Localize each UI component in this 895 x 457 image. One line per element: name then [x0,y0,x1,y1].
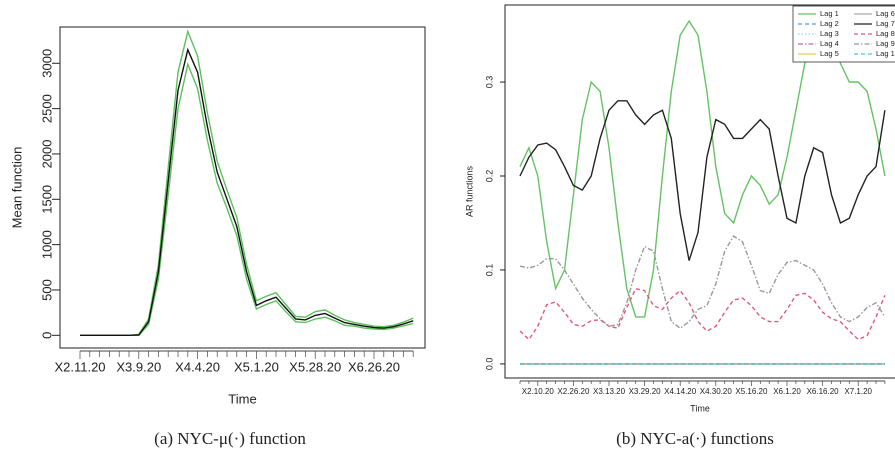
legend-label: Lag 4 [820,39,839,48]
legend-label: Lag 3 [820,29,839,38]
y-tick-label: 500 [39,279,54,301]
y-tick-label: 0.0 [484,358,494,371]
y-tick-label: 1000 [39,230,54,259]
x-tick-label: X5.16.20 [735,387,768,396]
series-line [519,287,886,341]
x-tick-label: X4.4.20 [175,359,220,374]
legend-label: Lag 1 [820,9,839,18]
x-tick-label: X2.10.20 [522,387,555,396]
x-tick-label: X6.1.20 [773,387,801,396]
x-tick-label: X3.9.20 [116,359,161,374]
series-line [80,47,414,336]
series-line [519,100,886,261]
series-line [519,235,886,330]
legend-label: Lag 8 [876,29,895,38]
y-tick-label: 0 [39,332,54,339]
x-axis-title: Time [690,403,710,413]
x-tick-label: X3.13.20 [593,387,626,396]
y-tick-label: 0.2 [484,170,494,183]
x-tick-label: X7.1.20 [844,387,872,396]
x-tick-label: X2.26.20 [557,387,590,396]
series-line [519,19,886,318]
legend-label: Lag 7 [876,19,895,28]
caption: (b) NYC-a(·) functions [616,429,774,448]
legend-label: Lag 9 [876,39,895,48]
x-tick-label: X3.29.20 [629,387,662,396]
x-tick-label: X6.16.20 [807,387,840,396]
legend-label: Lag 2 [820,19,839,28]
x-tick-label: X4.30.20 [700,387,733,396]
x-tick-label: X6.26.20 [348,359,400,374]
x-tick-label: X2.11.20 [54,359,105,374]
legend-label: Lag 10 [876,49,895,58]
plot-frame [504,4,895,379]
y-tick-label: 2500 [39,94,54,123]
y-tick-label: 0.3 [484,76,494,89]
x-tick-label: X4.14.20 [664,387,697,396]
y-axis-title: Mean function [9,147,24,229]
y-tick-label: 1500 [39,185,54,214]
x-tick-label: X5.1.20 [234,359,279,374]
x-tick-label: X5.28.20 [289,359,341,374]
y-tick-label: 3000 [39,49,54,78]
x-axis-title: Time [228,391,256,406]
caption: (a) NYC-μ(·) function [154,429,306,448]
legend-label: Lag 5 [820,49,839,58]
y-tick-label: 0.1 [484,264,494,277]
plot-frame [59,26,426,349]
series-line [80,61,414,336]
y-tick-label: 2000 [39,139,54,168]
legend-label: Lag 6 [876,9,895,18]
y-axis-title: AR functions [464,165,474,217]
series-line [80,29,414,336]
